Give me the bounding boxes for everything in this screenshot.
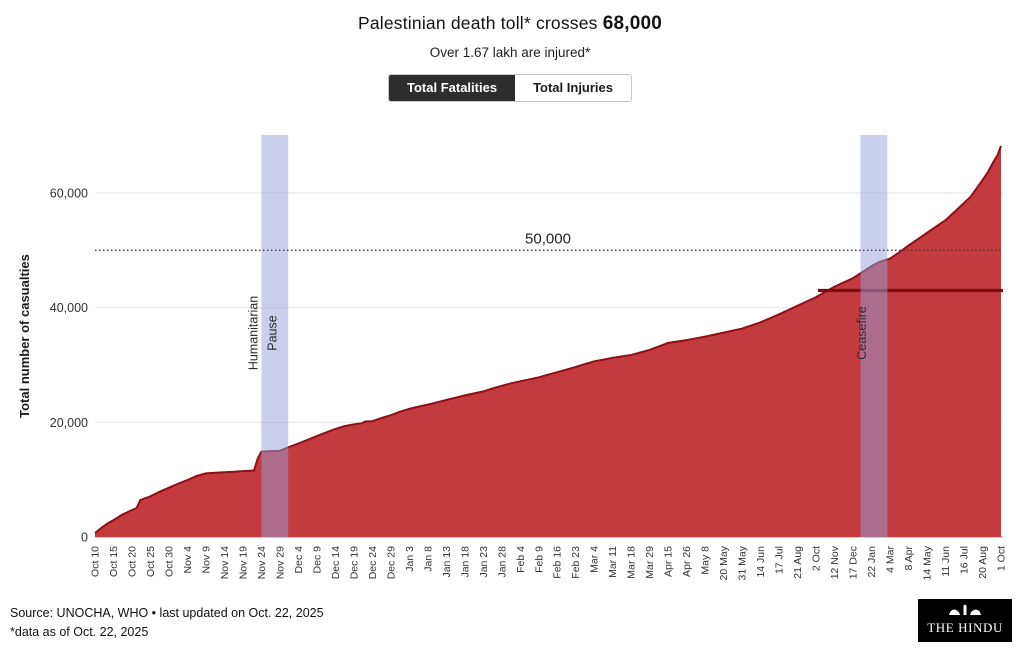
event-band <box>860 135 888 537</box>
event-band-label: Pause <box>265 315 279 350</box>
x-tick-label: Feb 23 <box>570 546 582 579</box>
x-tick-label: Nov 19 <box>237 546 249 579</box>
x-tick-label: Mar 18 <box>626 546 638 579</box>
y-axis-title: Total number of casualties <box>17 254 32 418</box>
tab-total-fatalities[interactable]: Total Fatalities <box>389 75 516 102</box>
y-tick-label: 20,000 <box>50 416 88 430</box>
source-line: Source: UNOCHA, WHO • last updated on Oc… <box>10 606 324 620</box>
x-tick-label: Dec 14 <box>330 546 342 579</box>
x-tick-label: Nov 29 <box>274 546 286 579</box>
area-series-outline <box>94 145 1002 534</box>
x-tick-label: 2 Oct <box>811 546 823 571</box>
x-tick-label: Mar 4 <box>589 546 601 573</box>
page-title: Palestinian death toll* crosses 68,000 <box>0 0 1020 35</box>
x-tick-label: 4 Mar <box>885 546 897 573</box>
the-hindu-logo-text: THE HINDU <box>927 620 1003 635</box>
x-tick-label: Oct 10 <box>90 546 102 577</box>
area-series <box>95 146 1001 537</box>
tab-group: Total Fatalities Total Injuries <box>388 74 632 103</box>
x-tick-label: 1 Oct <box>996 546 1008 571</box>
the-hindu-crest-icon <box>949 604 982 615</box>
y-tick-label: 60,000 <box>50 187 88 201</box>
x-tick-label: Dec 29 <box>385 546 397 579</box>
event-band-label: Humanitarian <box>246 296 260 370</box>
x-tick-label: 12 Nov <box>829 545 841 579</box>
y-tick-label: 0 <box>81 531 88 545</box>
y-tick-label: 40,000 <box>50 301 88 315</box>
x-tick-label: Feb 16 <box>552 546 564 579</box>
x-tick-label: Oct 15 <box>108 546 120 577</box>
reference-line-label: 50,000 <box>525 230 571 247</box>
x-tick-label: 31 May <box>737 545 749 580</box>
x-tick-label: 14 Jun <box>755 546 767 578</box>
x-tick-label: 14 May <box>922 545 934 580</box>
x-tick-label: Dec 19 <box>348 546 360 579</box>
x-tick-label: Jan 3 <box>404 546 416 572</box>
x-tick-label: 20 Aug <box>977 546 989 579</box>
x-tick-label: Feb 9 <box>533 546 545 573</box>
x-tick-label: Dec 4 <box>293 546 305 574</box>
x-tick-label: Nov 4 <box>182 546 194 574</box>
x-tick-label: Jan 8 <box>422 546 434 572</box>
x-tick-label: Oct 25 <box>145 546 157 577</box>
x-tick-label: May 8 <box>700 546 712 575</box>
x-tick-label: Nov 9 <box>200 546 212 574</box>
x-tick-label: Jan 23 <box>478 546 490 578</box>
tab-bar: Total Fatalities Total Injuries <box>0 74 1020 103</box>
x-tick-label: 11 Jun <box>940 546 952 577</box>
event-band <box>261 135 289 537</box>
page-title-text: Palestinian death toll* crosses <box>357 13 603 33</box>
x-tick-label: Feb 4 <box>515 546 527 573</box>
x-tick-label: 17 Jul <box>774 546 786 574</box>
x-tick-label: Oct 30 <box>163 546 175 577</box>
x-tick-label: Mar 29 <box>644 546 656 579</box>
the-hindu-logo: THE HINDU <box>918 599 1012 642</box>
x-tick-label: 16 Jul <box>959 546 971 574</box>
x-tick-label: Jan 18 <box>459 546 471 578</box>
x-tick-label: Jan 13 <box>441 546 453 578</box>
x-tick-label: 22 Jan <box>866 546 878 578</box>
page-subtitle: Over 1.67 lakh are injured* <box>429 45 591 60</box>
x-tick-label: Apr 15 <box>663 546 675 577</box>
page-title-number: 68,000 <box>602 13 663 34</box>
x-tick-label: 8 Apr <box>903 546 915 571</box>
tab-total-injuries[interactable]: Total Injuries <box>515 75 631 102</box>
event-band-label: Ceasefire <box>855 306 869 360</box>
x-tick-label: 17 Dec <box>848 546 860 579</box>
x-tick-label: Mar 11 <box>607 546 619 578</box>
x-tick-label: Dec 9 <box>311 546 323 574</box>
x-tick-label: Nov 14 <box>219 546 231 579</box>
x-tick-label: Oct 20 <box>126 546 138 577</box>
x-tick-label: 20 May <box>718 545 730 580</box>
x-tick-label: Nov 24 <box>256 546 268 579</box>
data-note: *data as of Oct. 22, 2025 <box>10 625 149 639</box>
x-tick-label: 21 Aug <box>792 546 804 579</box>
x-tick-label: Apr 26 <box>681 546 693 577</box>
x-tick-label: Jan 28 <box>496 546 508 578</box>
x-tick-label: Dec 24 <box>367 546 379 579</box>
